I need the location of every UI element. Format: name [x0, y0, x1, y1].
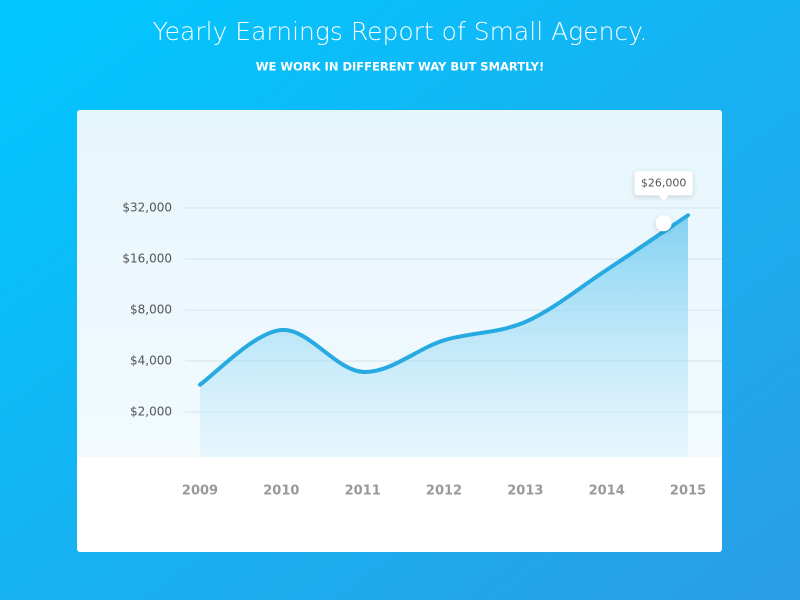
- y-tick-label: $8,000: [130, 303, 172, 317]
- y-tick-label: $32,000: [122, 201, 172, 215]
- line: [198, 213, 690, 387]
- x-tick-label: 2015: [670, 484, 706, 499]
- x-tick-label: 2013: [507, 484, 543, 499]
- y-tick-label: $16,000: [122, 252, 172, 266]
- x-tick-label: 2009: [182, 484, 218, 499]
- chart-subtitle: WE WORK IN DIFFERENT WAY BUT SMARTLY!: [256, 60, 544, 74]
- tooltip-box: [634, 171, 693, 196]
- y-tick-label: $4,000: [130, 354, 172, 368]
- x-tick-label: 2010: [263, 484, 299, 499]
- y-tick-label: $2,000: [130, 405, 172, 419]
- tooltip-arrow: [658, 195, 669, 202]
- area: [200, 215, 688, 457]
- highlight-point: [655, 215, 672, 232]
- tooltip-label: $26,000: [641, 176, 687, 189]
- x-tick-label: 2014: [589, 484, 625, 499]
- x-tick-label: 2011: [345, 484, 381, 499]
- x-tick-label: 2012: [426, 484, 462, 499]
- chart-title: Yearly Earnings Report of Small Agency.: [153, 17, 648, 46]
